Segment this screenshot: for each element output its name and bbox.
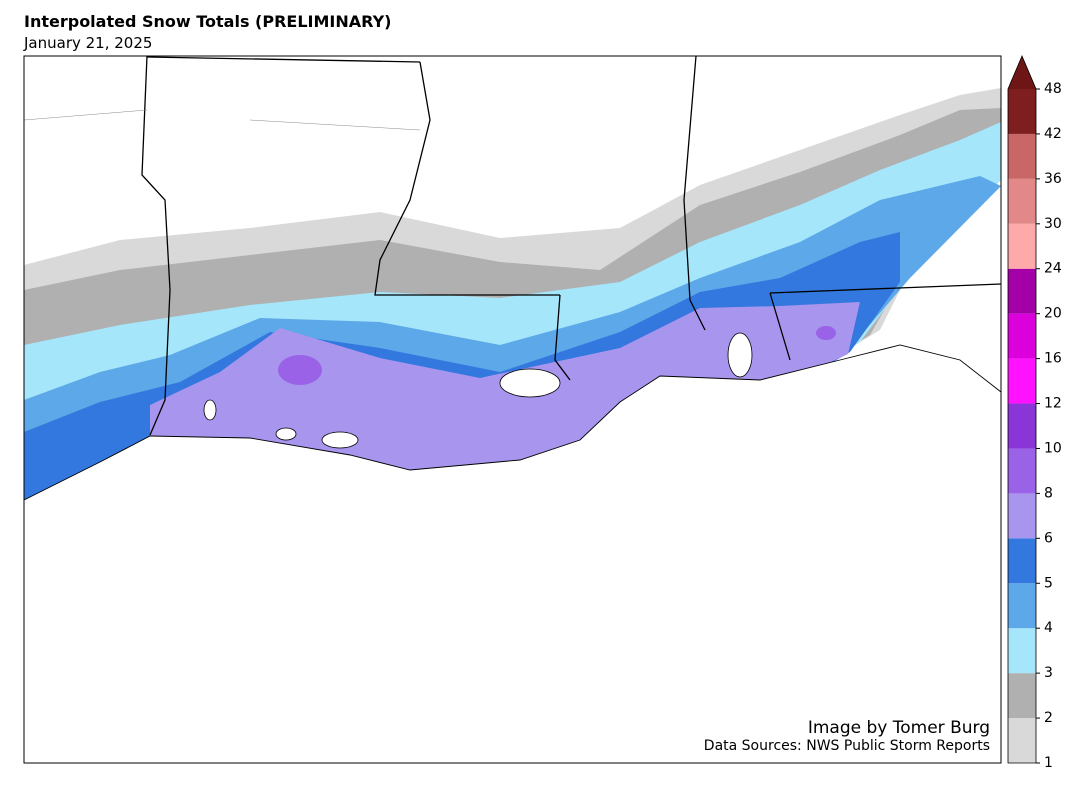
colorbar-segment	[1008, 89, 1036, 134]
colorbar-segment	[1008, 493, 1036, 539]
colorbar-segment	[1008, 673, 1036, 719]
colorbar-label: 2	[1044, 710, 1053, 726]
map-title: Interpolated Snow Totals (PRELIMINARY)	[24, 12, 391, 31]
colorbar-label: 6	[1044, 530, 1053, 546]
colorbar-outline	[1007, 54, 1037, 764]
colorbar-label: 1	[1044, 755, 1053, 771]
colorbar-label: 4	[1044, 620, 1053, 636]
colorbar-segment	[1008, 718, 1036, 763]
colorbar-segment	[1008, 628, 1036, 674]
colorbar-label: 16	[1044, 351, 1062, 367]
colorbar-segment	[1008, 358, 1036, 404]
colorbar-segment	[1008, 223, 1036, 269]
colorbar-label: 48	[1044, 81, 1062, 97]
colorbar-label: 12	[1044, 396, 1062, 412]
colorbar-segment	[1008, 403, 1036, 449]
colorbar-label: 10	[1044, 440, 1062, 456]
colorbar-label: 36	[1044, 171, 1062, 187]
colorbar-label: 5	[1044, 575, 1053, 591]
colorbar-label: 24	[1044, 261, 1062, 277]
map-subtitle: January 21, 2025	[23, 34, 152, 52]
colorbar-label: 42	[1044, 126, 1062, 142]
map	[23, 55, 1002, 764]
colorbar-segment	[1008, 583, 1036, 629]
colorbar-label: 20	[1044, 306, 1062, 322]
colorbar-segment	[1008, 448, 1036, 494]
credit-author: Image by Tomer Burg	[808, 718, 990, 738]
colorbar-segment	[1008, 538, 1036, 584]
colorbar-segment	[1008, 178, 1036, 224]
colorbar-segment	[1008, 313, 1036, 359]
colorbar-segment	[1008, 268, 1036, 314]
colorbar-label: 8	[1044, 485, 1053, 501]
credit-sources: Data Sources: NWS Public Storm Reports	[704, 738, 990, 754]
colorbar-label: 3	[1044, 665, 1053, 681]
colorbar-segment	[1008, 133, 1036, 179]
colorbar-extend	[1008, 56, 1036, 89]
colorbar-label: 30	[1044, 216, 1062, 232]
